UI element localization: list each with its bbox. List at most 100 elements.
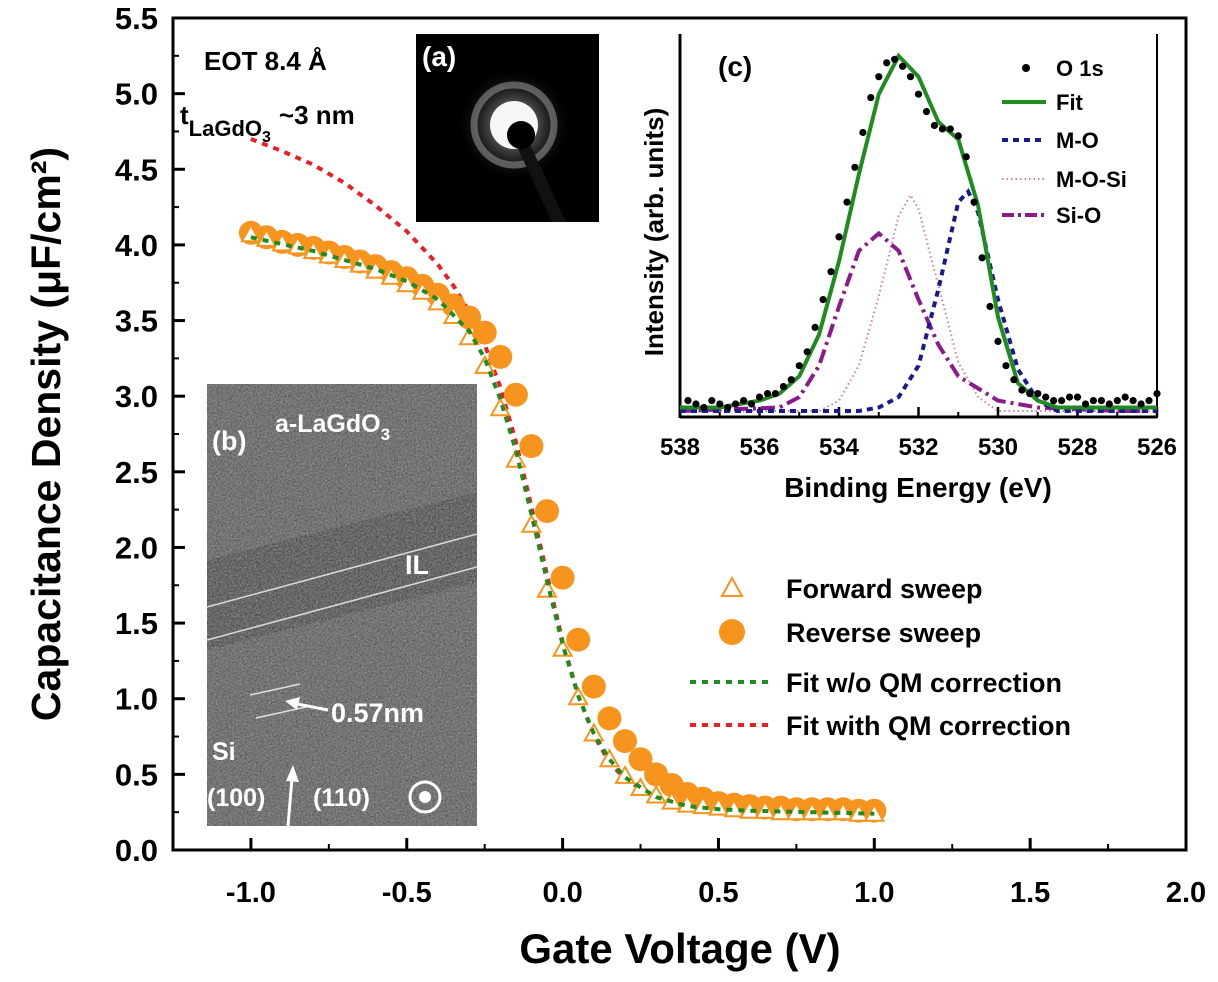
xps-o1s-point bbox=[1097, 397, 1105, 405]
main-y-tick-label: 0.0 bbox=[115, 833, 158, 868]
forward-sweep-point bbox=[551, 637, 574, 657]
inset-c-xps: 538 536 534 532 530 528 526 Binding Energy (eV… bbox=[639, 34, 1177, 503]
inset-c-x-axis: 538 536 534 532 530 528 526 bbox=[660, 407, 1177, 461]
fit-noqm-line bbox=[250, 235, 875, 816]
main-x-tick-label: 0.5 bbox=[698, 877, 738, 909]
reverse-sweep-point bbox=[503, 382, 528, 407]
xps-o1s-point bbox=[930, 121, 939, 130]
xps-o1s-point bbox=[1073, 393, 1082, 401]
main-y-tick-label: 2.0 bbox=[115, 530, 158, 565]
forward-sweep-point bbox=[396, 273, 418, 293]
xps-o1s-point bbox=[1002, 362, 1010, 370]
inset-b-grain bbox=[207, 384, 477, 826]
il-label: IL bbox=[405, 550, 429, 580]
main-y-tick-label: 4.5 bbox=[115, 152, 158, 187]
xps-o1s-point bbox=[779, 383, 788, 391]
thickness-material: LaGdO bbox=[189, 116, 262, 141]
xps-o1s-point bbox=[1105, 400, 1113, 408]
main-x-tick-label: -0.5 bbox=[382, 877, 432, 909]
xps-x-tick-label: 526 bbox=[1137, 434, 1177, 461]
xps-legend-o1s-marker bbox=[1022, 64, 1030, 72]
legend-fit-qm-label: Fit with QM correction bbox=[786, 711, 1071, 741]
beam-stop bbox=[507, 121, 535, 149]
xps-legend-sio-label: Si-O bbox=[1056, 203, 1101, 228]
xps-o1s-point bbox=[899, 62, 907, 70]
xps-o1s-point bbox=[1058, 397, 1066, 405]
xps-o1s-point bbox=[843, 198, 851, 206]
xps-o1s-point bbox=[906, 73, 915, 81]
xps-o1s-point bbox=[851, 163, 859, 171]
xps-legend-fit-label: Fit bbox=[1056, 90, 1084, 115]
xps-o1s-point bbox=[700, 403, 708, 412]
si-100-arrow-line bbox=[286, 777, 294, 827]
xps-x-tick-label: 532 bbox=[898, 434, 938, 461]
main-x-axis: -1.0 -0.5 0.0 0.5 1.0 1.5 2.0 bbox=[172, 838, 1206, 909]
main-y-tick-label: 3.0 bbox=[115, 379, 158, 414]
xps-x-tick-label: 528 bbox=[1057, 434, 1097, 461]
inset-a-diffraction: (a) bbox=[416, 34, 599, 222]
xps-o1s-point bbox=[1034, 390, 1042, 398]
lattice-mark-2 bbox=[255, 706, 307, 719]
si-label: Si bbox=[212, 738, 236, 766]
main-plot: -1.0 -0.5 0.0 0.5 1.0 1.5 2.0 0.0 0.5 1.0 1.5 2.0 2… bbox=[23, 1, 1206, 972]
xps-o1s-point bbox=[986, 302, 994, 311]
main-y-tick-label: 5.5 bbox=[115, 1, 158, 36]
main-x-tick-label: 1.5 bbox=[1010, 877, 1050, 909]
xps-o1s-point bbox=[1081, 400, 1090, 408]
xps-o1s-point bbox=[740, 397, 748, 405]
reverse-sweep-point bbox=[566, 627, 591, 652]
xps-o1s-point bbox=[747, 400, 756, 408]
xps-o1s-point bbox=[827, 268, 835, 276]
film-label-text: a-LaGdO bbox=[275, 410, 381, 438]
xps-o1s-point bbox=[787, 376, 795, 384]
xps-o1s-point bbox=[771, 390, 780, 398]
xps-o1s-point bbox=[938, 125, 947, 133]
xps-o1s-point bbox=[1129, 397, 1137, 405]
xps-o1s-point bbox=[1026, 390, 1034, 398]
main-x-axis-label: Gate Voltage (V) bbox=[519, 925, 840, 972]
si-100-arrow-head bbox=[286, 765, 299, 782]
reverse-sweep-point bbox=[535, 499, 559, 524]
xps-o1s-point bbox=[724, 403, 732, 412]
xps-o1s-point bbox=[763, 390, 772, 398]
xps-o1s-point bbox=[1065, 393, 1074, 401]
diffraction-ring bbox=[470, 81, 558, 169]
xps-o1s-point bbox=[867, 94, 875, 102]
xps-o1s-point bbox=[946, 125, 954, 133]
reverse-sweep-point bbox=[472, 320, 497, 345]
out-of-plane-icon-dot bbox=[419, 791, 431, 803]
xps-legend-o1s-label: O 1s bbox=[1056, 56, 1104, 81]
xps-x-tick-label: 538 bbox=[660, 434, 700, 461]
xps-mo-curve bbox=[680, 188, 1157, 413]
beam-stop-arm bbox=[514, 140, 566, 222]
xps-o1s-point bbox=[962, 153, 970, 161]
inset-c-y-axis-label: Intensity (arb. units) bbox=[639, 108, 669, 356]
reverse-sweep-point bbox=[597, 706, 622, 731]
xps-o1s-point bbox=[891, 55, 899, 63]
si-110-label: (110) bbox=[313, 784, 370, 812]
xps-o1s-point bbox=[1018, 386, 1026, 394]
xps-x-tick-label: 530 bbox=[978, 434, 1018, 461]
reverse-sweep-point bbox=[581, 674, 606, 699]
spacing-arrow-head bbox=[285, 697, 300, 710]
xps-mosi-curve bbox=[680, 193, 1157, 412]
thickness-annotation: tLaGdO3 ~3 nm bbox=[180, 100, 355, 146]
xps-o1s-point bbox=[835, 233, 843, 241]
film-label: a-LaGdO3 bbox=[275, 410, 390, 444]
xps-o1s-point bbox=[970, 198, 978, 206]
xps-x-tick-label: 536 bbox=[739, 434, 779, 461]
inset-c-legend: O 1s Fit M-O M-O-Si Si-O bbox=[1002, 56, 1127, 228]
thickness-value: ~3 nm bbox=[279, 100, 355, 130]
reverse-sweep-point bbox=[488, 344, 513, 369]
xps-sio-curve bbox=[679, 230, 1157, 413]
main-y-tick-label: 1.0 bbox=[115, 682, 158, 717]
xps-o1s-point bbox=[803, 348, 811, 356]
main-y-tick-label: 5.0 bbox=[115, 77, 158, 112]
reverse-sweep-point bbox=[628, 747, 653, 772]
spacing-label: 0.57nm bbox=[331, 698, 424, 728]
inset-c-background bbox=[680, 34, 1157, 417]
xps-o1s-point bbox=[795, 362, 803, 370]
main-x-tick-label: 1.0 bbox=[854, 877, 894, 909]
film-label-sub: 3 bbox=[381, 425, 390, 444]
xps-o1s-point bbox=[954, 132, 962, 140]
